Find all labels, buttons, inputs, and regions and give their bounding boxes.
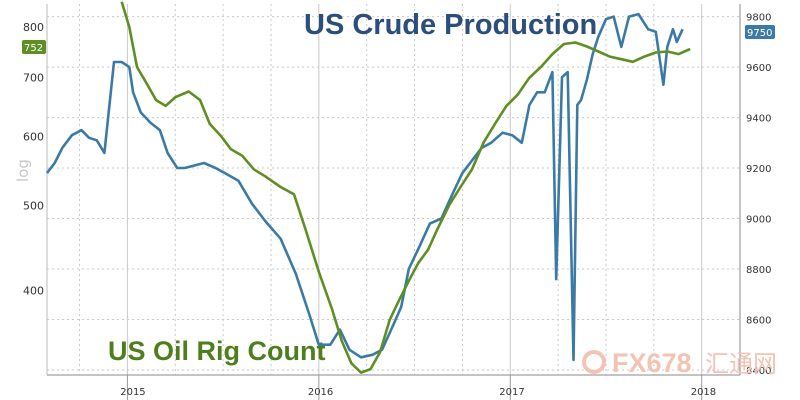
watermark-logo-icon [582, 350, 606, 374]
left-price-tag-text: 752 [24, 43, 43, 54]
right-axis-tick-label: 9600 [746, 63, 771, 74]
left-axis-tick-label: 600 [23, 130, 44, 143]
left-price-tag: 752 [22, 40, 46, 54]
right-axis-tick-label: 9000 [746, 215, 771, 226]
x-axis-tick-label: 2018 [691, 387, 716, 398]
watermark-sub: 汇通网 [705, 350, 777, 378]
watermark: FX678 汇通网 [582, 348, 777, 378]
left-price-tag-bg [22, 40, 46, 54]
right-axis-tick-label: 8600 [746, 315, 771, 326]
x-axis-tick-label: 2016 [308, 387, 333, 398]
crude-production-line [45, 12, 684, 362]
rig-count-label: US Oil Rig Count [108, 336, 325, 366]
axis-ticks: 400 500 600 700 800 8400 8600 8800 9000 9200 9400 9… [23, 13, 771, 398]
x-axis-tick-label: 2017 [499, 387, 524, 398]
right-axis-tick-label: 8800 [746, 265, 771, 276]
left-axis-tick-label: 800 [23, 21, 44, 34]
right-axis-tick-label: 9800 [746, 13, 771, 24]
x-axis-separators [46, 4, 741, 400]
right-axis-tick-label: 9400 [746, 114, 771, 125]
left-axis-scale-label: log [14, 159, 32, 182]
left-axis-tick-label: 700 [23, 72, 44, 85]
rig-count-line [120, 1, 691, 374]
right-axis-tick-label: 9200 [746, 164, 771, 175]
left-axis-tick-label: 400 [23, 284, 44, 297]
right-axis-tick-label: 8400 [746, 366, 771, 377]
x-axis-tick-label: 2015 [120, 387, 145, 398]
left-axis-tick-label: 500 [23, 200, 44, 213]
right-price-tag-text: 9750 [747, 28, 772, 39]
right-price-tag-bg [745, 25, 775, 39]
series-lines [45, 1, 691, 374]
watermark-brand: FX678 [612, 348, 692, 378]
chart-title: US Crude Production [304, 9, 597, 41]
right-price-tag: 9750 [745, 25, 775, 39]
